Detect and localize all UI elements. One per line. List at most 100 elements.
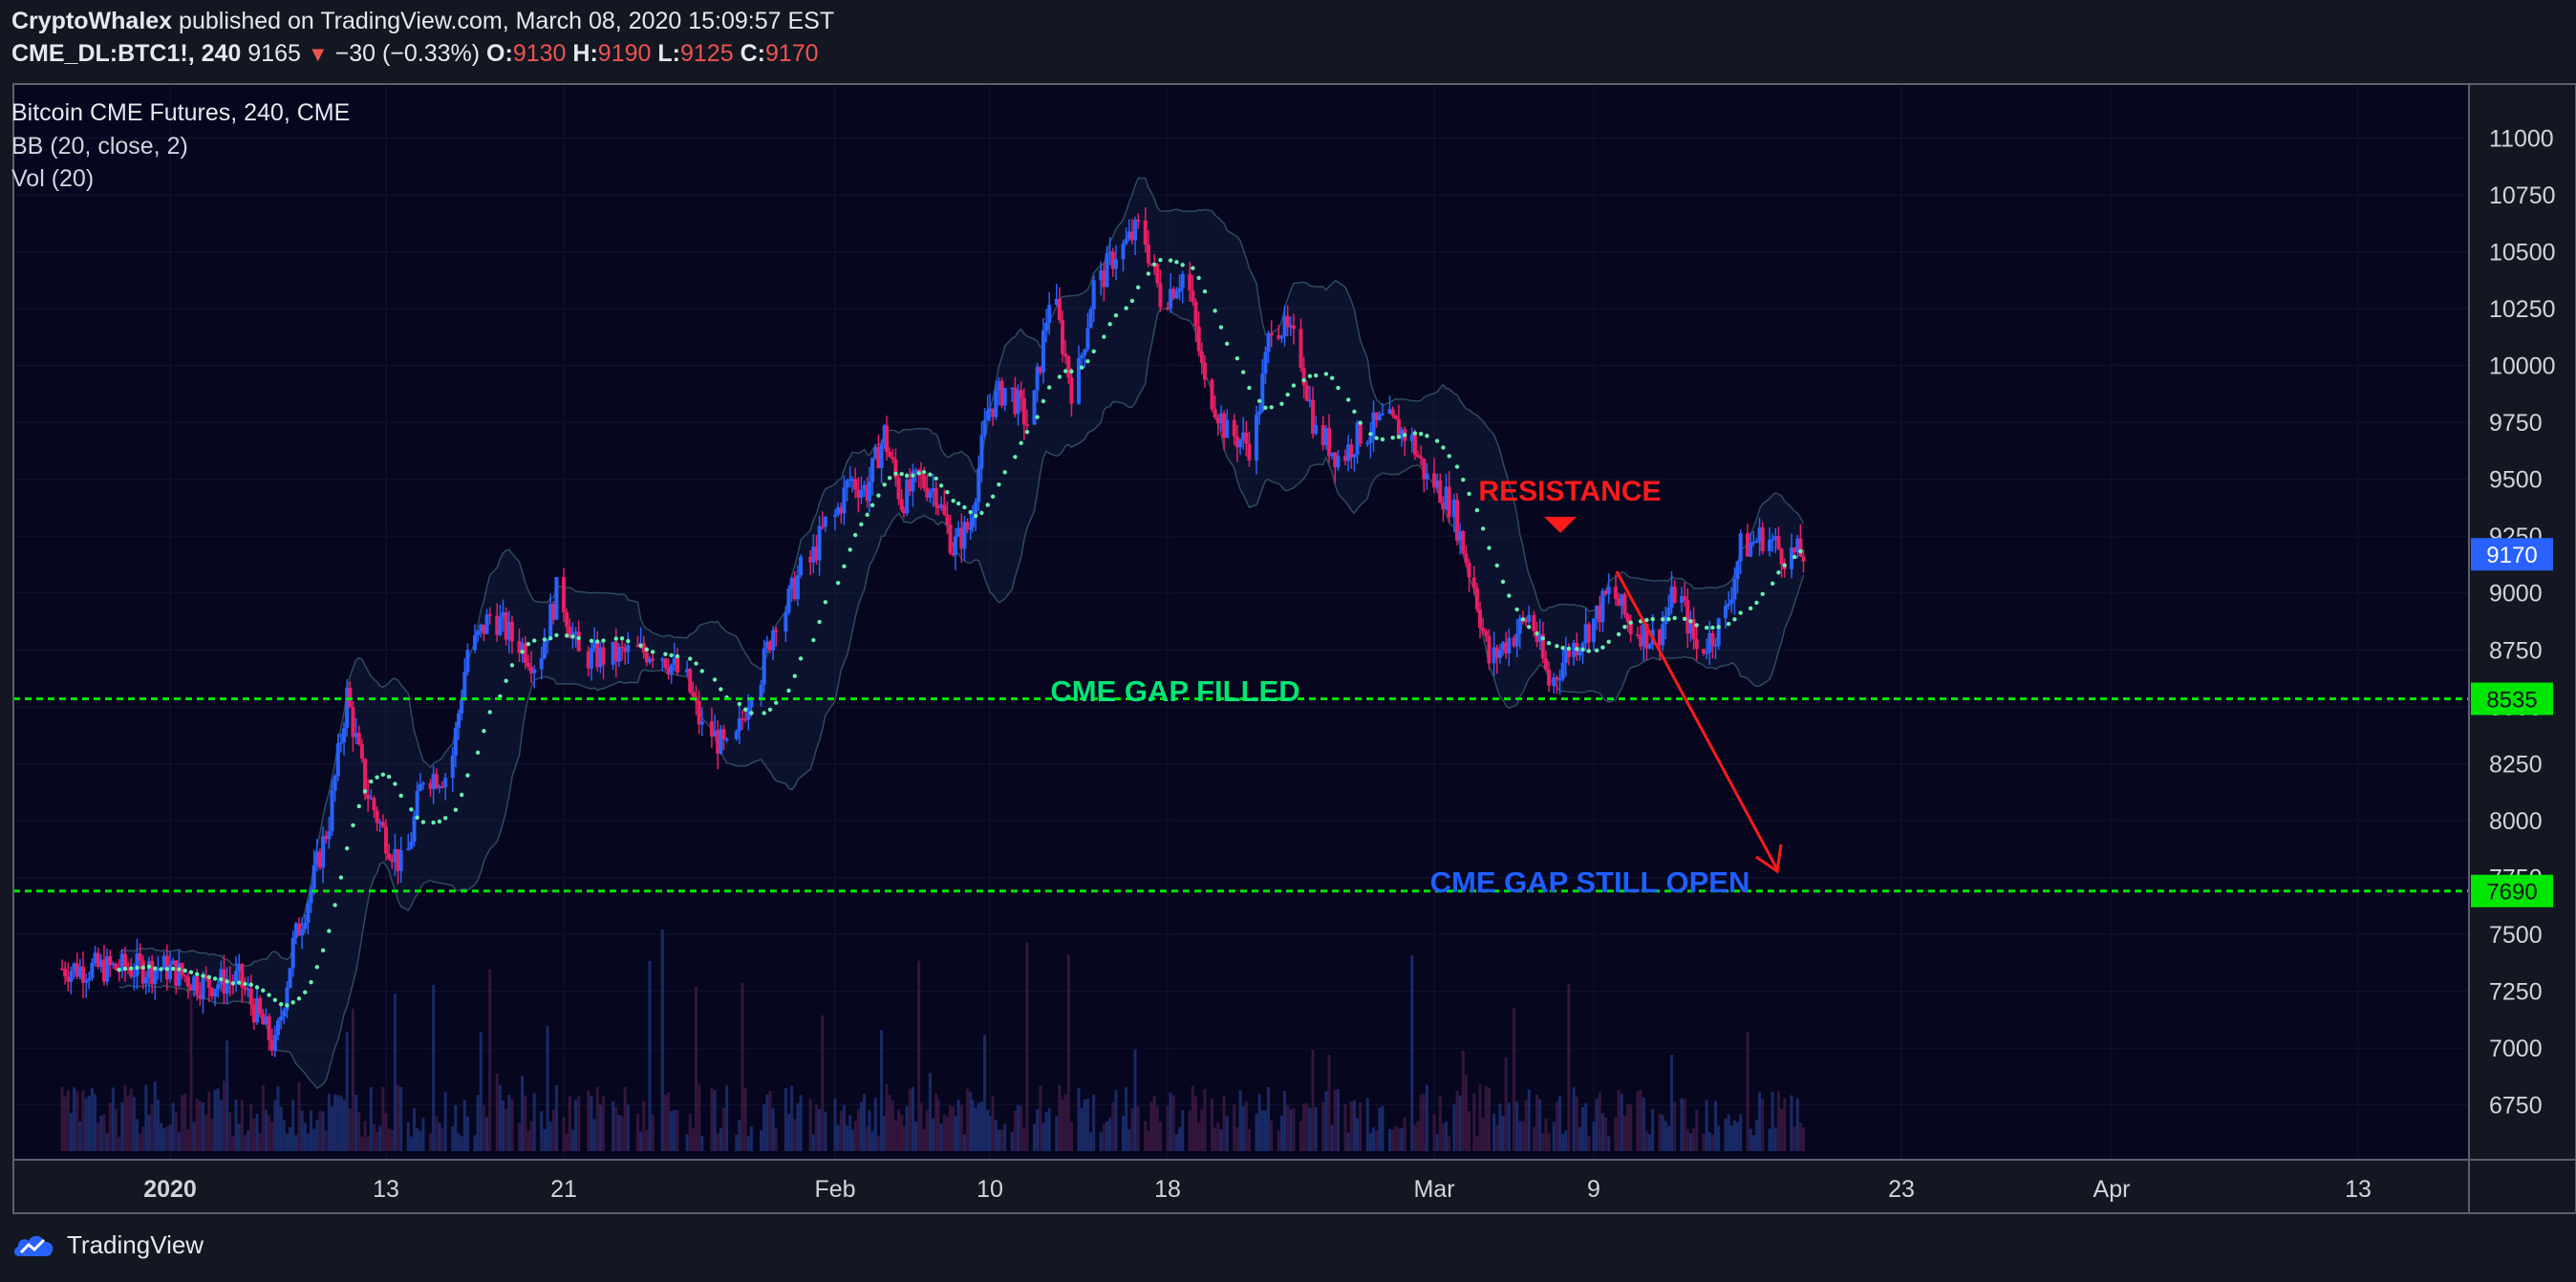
bollinger-basis-dot xyxy=(369,779,374,784)
volume-bar xyxy=(710,1087,714,1151)
candle-body xyxy=(1177,288,1182,292)
bollinger-basis-dot xyxy=(589,638,594,644)
candle-body xyxy=(592,641,597,649)
bollinger-basis-dot xyxy=(1279,401,1284,406)
volume-bar xyxy=(1587,1135,1591,1151)
bollinger-basis-dot xyxy=(1555,644,1559,649)
bollinger-basis-dot xyxy=(1323,372,1329,376)
candle-body xyxy=(1795,538,1800,553)
time-tick-label: Feb xyxy=(814,1176,855,1203)
volume-bar xyxy=(1472,1093,1476,1151)
volume-bar xyxy=(1222,1095,1226,1151)
candle-body xyxy=(1560,662,1565,679)
volume-bar xyxy=(1478,1084,1482,1151)
volume-bar xyxy=(942,1114,946,1151)
volume-bar xyxy=(1311,1049,1315,1151)
candle-body xyxy=(1444,486,1449,510)
bollinger-basis-dot xyxy=(1575,647,1579,652)
bollinger-basis-dot xyxy=(1474,507,1480,513)
bollinger-basis-dot xyxy=(945,489,950,495)
volume-bar xyxy=(210,1118,214,1151)
tradingview-logo[interactable]: TradingView xyxy=(11,1230,204,1260)
volume-bar xyxy=(790,1085,794,1151)
volume-bar xyxy=(1397,1127,1401,1151)
bollinger-basis-dot xyxy=(1412,431,1418,436)
bollinger-basis-dot xyxy=(1798,548,1803,554)
volume-bar xyxy=(177,1132,181,1151)
last-price: 9165 xyxy=(247,40,301,67)
volume-bar xyxy=(760,1130,763,1151)
bollinger-basis-dot xyxy=(669,652,674,658)
volume-bar xyxy=(842,1104,846,1151)
legend-vol[interactable]: Vol (20) xyxy=(11,165,95,192)
volume-bar xyxy=(725,1085,729,1151)
volume-bar xyxy=(1547,1133,1551,1151)
bollinger-basis-dot xyxy=(934,476,938,481)
candle-body xyxy=(1333,452,1338,468)
candle-body xyxy=(1724,606,1728,619)
volume-bar xyxy=(1736,1122,1740,1151)
volume-bar xyxy=(1680,1098,1684,1151)
bollinger-basis-dot xyxy=(882,482,887,487)
candle-body xyxy=(598,647,603,668)
candle-body xyxy=(799,556,804,576)
bollinger-basis-dot xyxy=(767,707,773,713)
volume-bar xyxy=(1244,1101,1248,1151)
candle-body xyxy=(1710,632,1715,647)
symbol-name[interactable]: CME_DL:BTC1!, 240 xyxy=(11,40,242,67)
volume-bar xyxy=(966,1088,970,1151)
volume-bar xyxy=(1241,1105,1245,1151)
candle-body xyxy=(122,953,127,969)
legend-title[interactable]: Bitcoin CME Futures, 240, CME xyxy=(11,99,351,126)
volume-bar xyxy=(695,987,698,1151)
volume-bar xyxy=(891,1100,894,1151)
volume-bar xyxy=(393,994,397,1151)
volume-bar xyxy=(192,1122,196,1151)
volume-bar xyxy=(1144,1121,1148,1151)
volume-bar xyxy=(885,1084,889,1151)
candle-body xyxy=(251,1004,256,1023)
bollinger-basis-dot xyxy=(876,493,881,498)
candle-body xyxy=(1606,587,1611,594)
bollinger-basis-dot xyxy=(459,792,464,798)
publisher-name[interactable]: CryptoWhalex xyxy=(11,8,173,34)
candle-body xyxy=(1507,637,1512,653)
bollinger-basis-dot xyxy=(564,633,569,638)
candle-body xyxy=(96,952,100,968)
candle-body xyxy=(1600,590,1605,623)
volume-bar xyxy=(1174,1134,1178,1151)
legend-bb[interactable]: BB (20, close, 2) xyxy=(11,133,188,160)
candle-body xyxy=(1773,536,1778,540)
price-tick-label: 10500 xyxy=(2489,239,2556,266)
bollinger-basis-dot xyxy=(1425,434,1429,438)
low-value: 9125 xyxy=(679,40,734,67)
candle-body xyxy=(285,987,290,1011)
price-tick-label: 7250 xyxy=(2489,979,2543,1006)
bollinger-basis-dot xyxy=(1650,616,1655,622)
bollinger-basis-dot xyxy=(219,977,224,982)
bollinger-basis-dot xyxy=(1580,647,1585,652)
candle-body xyxy=(482,624,486,634)
volume-bar xyxy=(153,1081,157,1151)
volume-bar xyxy=(1552,1122,1556,1151)
candle-body xyxy=(876,446,881,469)
candle-body xyxy=(1497,650,1502,658)
volume-bar xyxy=(213,1089,217,1151)
candle-body xyxy=(484,613,489,634)
candle-body xyxy=(1102,269,1106,288)
volume-bar xyxy=(1475,1135,1479,1151)
volume-bar xyxy=(421,1118,425,1151)
volume-bar xyxy=(1658,1113,1662,1151)
bollinger-basis-dot xyxy=(1085,358,1090,364)
bollinger-basis-dot xyxy=(375,775,379,780)
bollinger-basis-dot xyxy=(504,678,508,683)
time-tick-label: 13 xyxy=(2345,1176,2372,1203)
candle-body xyxy=(1288,325,1293,328)
bollinger-basis-dot xyxy=(798,656,804,661)
candle-body xyxy=(746,707,751,720)
volume-bar xyxy=(1683,1099,1686,1151)
volume-bar xyxy=(954,1116,957,1151)
candle-body xyxy=(688,669,693,693)
volume-bar xyxy=(1327,1054,1331,1151)
volume-bar xyxy=(1279,1115,1283,1151)
